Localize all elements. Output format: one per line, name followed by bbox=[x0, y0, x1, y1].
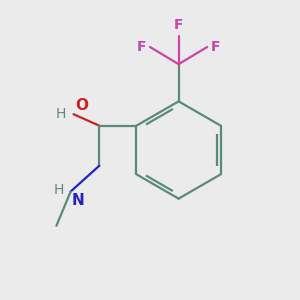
Text: F: F bbox=[137, 40, 147, 54]
Text: F: F bbox=[211, 40, 220, 54]
Text: N: N bbox=[72, 193, 85, 208]
Text: F: F bbox=[174, 18, 183, 32]
Text: H: H bbox=[56, 107, 66, 121]
Text: O: O bbox=[75, 98, 88, 113]
Text: H: H bbox=[53, 183, 64, 197]
